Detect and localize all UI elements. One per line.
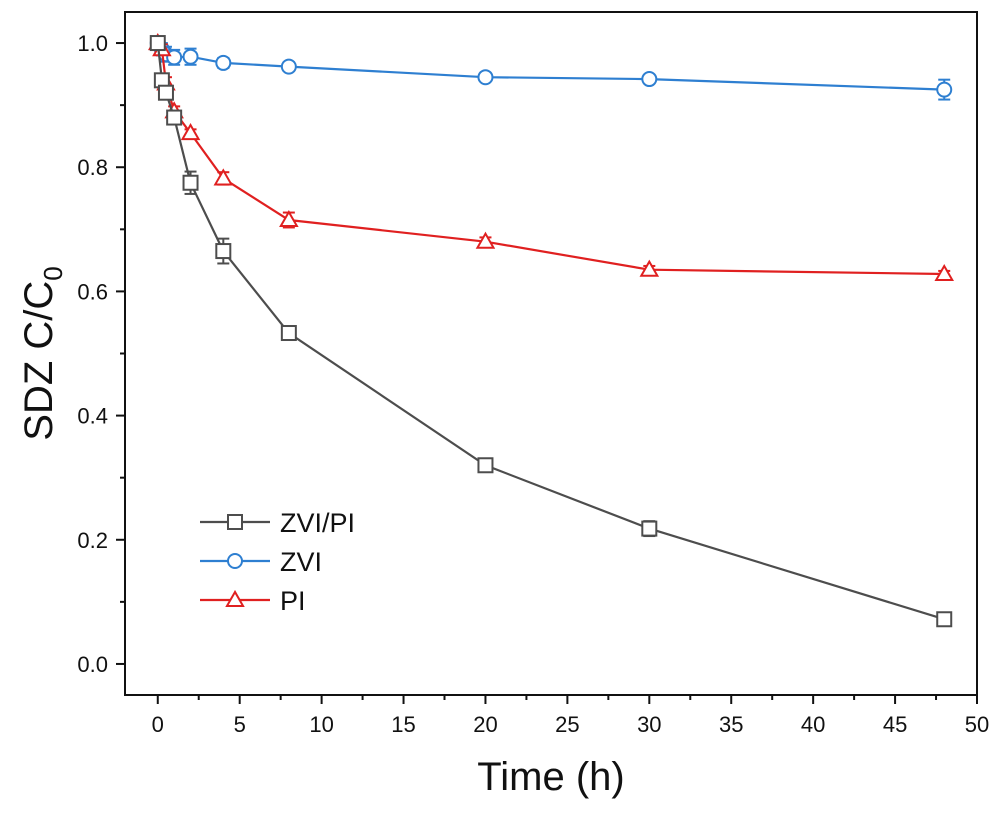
x-tick-label: 5: [234, 712, 246, 737]
data-point-zvi: [184, 50, 198, 64]
series-zvi: [151, 36, 951, 100]
x-tick-label: 0: [152, 712, 164, 737]
y-tick-label: 0.2: [77, 528, 108, 553]
legend-entry-zvi: ZVI: [200, 547, 322, 577]
series-line-zvi: [158, 43, 944, 90]
legend-label-zvi-pi: ZVI/PI: [280, 508, 355, 538]
x-tick-label: 50: [965, 712, 989, 737]
y-axis-title: SDZ C/C0: [17, 266, 68, 440]
legend-entry-zvi-pi: ZVI/PI: [200, 508, 355, 538]
data-point-zvi: [937, 83, 951, 97]
data-point-zvi: [282, 60, 296, 74]
y-axis-title-subscript: 0: [38, 266, 68, 280]
data-point-zvi-pi: [282, 326, 296, 340]
y-tick-label: 1.0: [77, 31, 108, 56]
y-tick-label: 0.4: [77, 404, 108, 429]
sdz-degradation-chart: 0 5 10 15 20 25 30 35 40 45 50 0.0 0.2 0.4 0.6 0.8 1.0 Z…: [0, 0, 1000, 813]
x-tick-label: 20: [473, 712, 497, 737]
series-zvi-pi: [151, 36, 951, 626]
x-tick-label: 10: [309, 712, 333, 737]
legend-entry-pi: PI: [200, 586, 306, 616]
y-tick-label: 0.0: [77, 652, 108, 677]
data-point-zvi-pi: [937, 612, 951, 626]
data-point-zvi: [216, 56, 230, 70]
data-point-zvi-pi: [478, 458, 492, 472]
data-point-zvi: [478, 70, 492, 84]
y-axis-title-main: SDZ C/C: [17, 281, 61, 441]
x-axis-title: Time (h): [477, 755, 624, 799]
series-pi: [150, 35, 953, 280]
data-point-zvi: [642, 72, 656, 86]
x-tick-label: 15: [391, 712, 415, 737]
x-tick-label: 25: [555, 712, 579, 737]
data-point-zvi-pi: [642, 522, 656, 536]
data-point-zvi-pi: [167, 111, 181, 125]
data-point-zvi-pi: [184, 176, 198, 190]
y-tick-label: 0.6: [77, 279, 108, 304]
legend-label-zvi: ZVI: [280, 547, 322, 577]
legend-label-pi: PI: [280, 586, 306, 616]
x-tick-label: 40: [801, 712, 825, 737]
data-point-pi: [281, 212, 297, 226]
y-tick-label: 0.8: [77, 155, 108, 180]
legend-marker-zvi-pi: [228, 515, 242, 529]
data-point-zvi-pi: [216, 244, 230, 258]
data-point-zvi-pi: [151, 36, 165, 50]
x-tick-label: 30: [637, 712, 661, 737]
x-tick-label: 35: [719, 712, 743, 737]
plot-frame: [125, 12, 977, 695]
data-point-zvi-pi: [159, 86, 173, 100]
series-line-zvi-pi: [158, 43, 944, 619]
x-tick-label: 45: [883, 712, 907, 737]
legend-marker-zvi: [228, 554, 242, 568]
